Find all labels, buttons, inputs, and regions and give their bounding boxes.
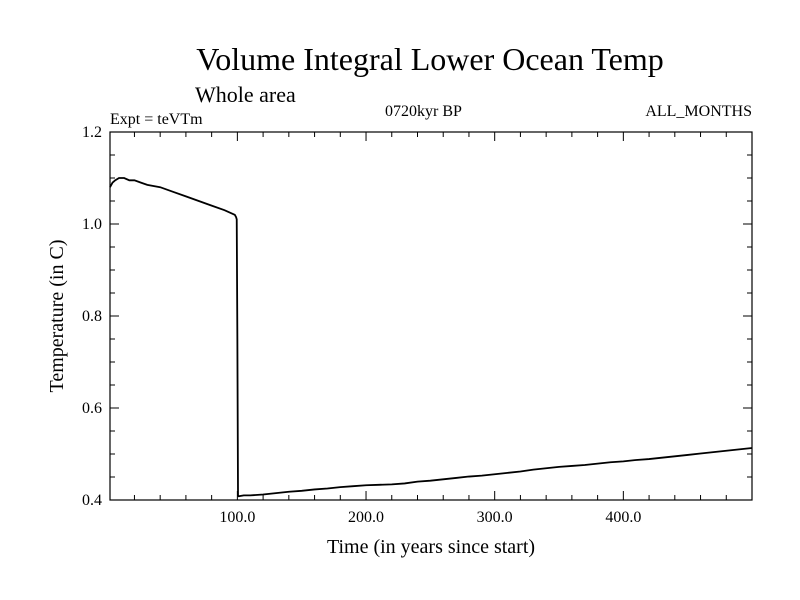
- y-tick-label: 1.2: [82, 124, 102, 141]
- months-label: ALL_MONTHS: [645, 103, 752, 120]
- x-tick-label: 100.0: [219, 509, 255, 526]
- y-tick-label: 1.0: [82, 216, 102, 233]
- experiment-label: Expt = teVTm: [110, 111, 203, 128]
- period-label: 0720kyr BP: [385, 103, 462, 120]
- chart-subtitle: Whole area: [195, 82, 296, 107]
- series-line: [109, 177, 753, 498]
- x-axis-label: Time (in years since start): [327, 536, 535, 558]
- x-tick-labels: 100.0 200.0 300.0 400.0: [219, 509, 641, 526]
- axis-ticks: [110, 132, 752, 500]
- y-tick-label: 0.4: [82, 492, 102, 509]
- plot-frame: [109, 131, 753, 501]
- x-tick-label: 200.0: [348, 509, 384, 526]
- chart-title: Volume Integral Lower Ocean Temp: [196, 41, 664, 77]
- y-tick-labels: 0.4 0.6 0.8 1.0 1.2: [82, 124, 102, 509]
- y-axis-label: Temperature (in C): [46, 240, 68, 393]
- y-tick-label: 0.8: [82, 308, 102, 325]
- y-tick-label: 0.6: [82, 400, 102, 417]
- x-tick-label: 300.0: [477, 509, 513, 526]
- x-tick-label: 400.0: [605, 509, 641, 526]
